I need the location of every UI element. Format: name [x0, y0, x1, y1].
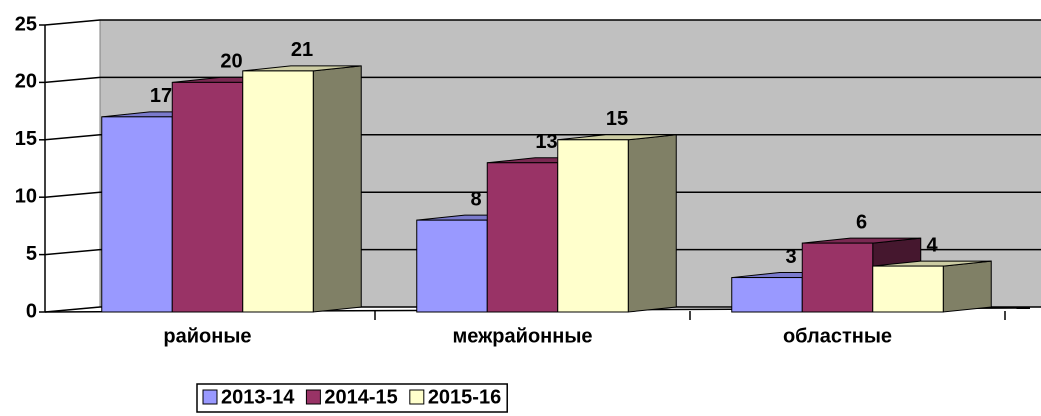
y-tick-label: 25	[15, 13, 37, 35]
y-tick-label: 5	[26, 243, 37, 265]
value-label: 21	[291, 39, 313, 61]
legend-label: 2014-15	[324, 386, 397, 408]
grid-line	[44, 19, 1041, 26]
value-label: 15	[606, 108, 628, 130]
bar-side	[627, 134, 677, 313]
bar-side	[942, 260, 992, 313]
y-tick-label: 20	[15, 71, 37, 93]
legend-swatch	[409, 389, 425, 405]
y-tick-label: 10	[15, 185, 37, 207]
y-tick-label: 15	[15, 128, 37, 150]
legend-swatch	[305, 389, 321, 405]
value-label: 13	[535, 131, 557, 153]
legend	[196, 383, 508, 413]
x-tick-label: межрайонные	[452, 325, 592, 347]
bar	[101, 116, 173, 313]
value-label: 6	[856, 211, 867, 233]
bar	[171, 81, 244, 313]
value-label: 17	[150, 85, 172, 107]
bar	[557, 139, 629, 313]
bar	[731, 277, 803, 313]
value-label: 3	[785, 246, 796, 268]
grid-line	[44, 248, 1041, 256]
grid-line	[44, 134, 1041, 141]
value-label: 20	[220, 51, 242, 73]
bar-side	[312, 65, 362, 313]
legend-swatch	[202, 389, 218, 405]
bar	[242, 70, 314, 313]
side-wall	[44, 19, 101, 313]
bar	[801, 242, 874, 313]
grid-line	[44, 191, 1041, 198]
legend-label: 2013-14	[221, 386, 295, 408]
legend-label: 2015-16	[428, 386, 501, 408]
value-label: 4	[926, 234, 938, 256]
x-tick-label: областные	[783, 325, 892, 347]
grid-line	[44, 306, 1041, 313]
x-tick-label: районые	[163, 325, 251, 347]
y-tick-label: 0	[26, 300, 37, 322]
bar	[872, 265, 944, 313]
bar	[486, 162, 559, 313]
bar	[416, 219, 488, 313]
grid-line	[44, 76, 1041, 84]
value-label: 8	[470, 188, 481, 210]
